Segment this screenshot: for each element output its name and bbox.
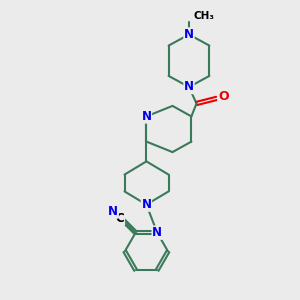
- Text: N: N: [141, 198, 152, 211]
- Text: N: N: [141, 110, 152, 123]
- Text: N: N: [152, 226, 162, 239]
- Text: N: N: [184, 80, 194, 94]
- Text: O: O: [218, 90, 229, 104]
- Text: N: N: [184, 28, 194, 41]
- Text: C: C: [116, 212, 124, 225]
- Text: CH₃: CH₃: [194, 11, 214, 21]
- Text: N: N: [108, 205, 118, 218]
